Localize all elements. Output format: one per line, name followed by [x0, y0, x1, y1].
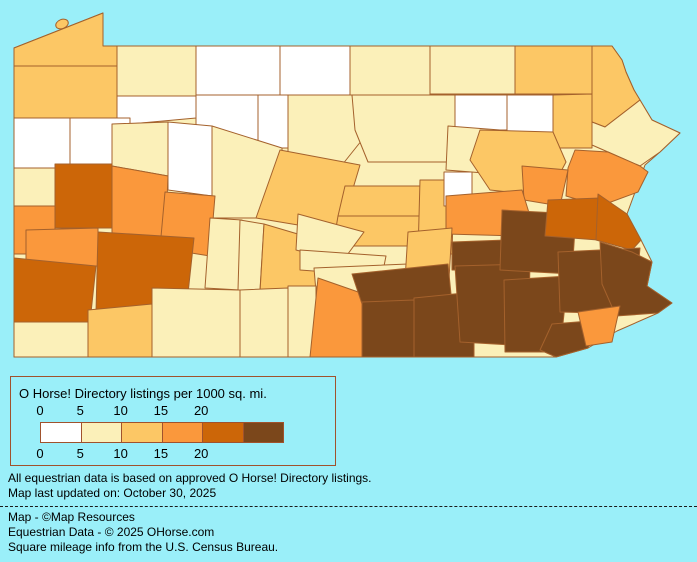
county-shape [54, 163, 113, 229]
county-shape [544, 197, 601, 241]
legend-color-cell [121, 423, 162, 442]
legend-color-cell [80, 423, 121, 442]
footnote-last-updated: Map last updated on: October 30, 2025 [8, 486, 217, 500]
county-shape [195, 45, 281, 96]
pennsylvania-map [13, 12, 681, 358]
county-shape [204, 217, 243, 291]
county-shape [591, 99, 681, 167]
credit-equestrian-data: Equestrian Data - © 2025 OHorse.com [8, 525, 215, 539]
county-shape [116, 45, 197, 97]
county-shape [599, 241, 673, 317]
county-shape [429, 45, 516, 95]
county-shape [167, 121, 213, 197]
dashed-divider [0, 506, 697, 507]
legend-ticks-top: 0 5 10 15 20 [11, 403, 335, 418]
credit-map: Map - ©Map Resources [8, 510, 135, 524]
legend-color-cell [41, 423, 81, 442]
legend-tick-label: 0 [36, 403, 44, 418]
county-shape [279, 45, 351, 96]
county-shape [552, 93, 593, 149]
county-shape [239, 287, 289, 358]
county-shape [237, 219, 265, 291]
county-shape [595, 193, 642, 251]
legend-color-cell [161, 423, 202, 442]
legend-tick-label: 5 [76, 403, 84, 418]
legend-title: O Horse! Directory listings per 1000 sq.… [19, 386, 267, 401]
county-shape [349, 45, 431, 96]
presque-isle-peninsula [55, 18, 69, 30]
legend-tick-label: 20 [193, 446, 209, 461]
county-shape [577, 305, 621, 347]
county-shape [87, 303, 153, 358]
legend-color-cell [202, 423, 243, 442]
county-shape [514, 45, 593, 95]
credit-square-mileage: Square mileage info from the U.S. Census… [8, 540, 279, 554]
legend-box: O Horse! Directory listings per 1000 sq.… [10, 376, 336, 466]
county-shape [351, 94, 456, 163]
legend-tick-label: 0 [36, 446, 44, 461]
county-shape [13, 321, 89, 358]
county-shape [454, 94, 508, 131]
county-shape [151, 287, 241, 358]
county-shape [506, 94, 554, 133]
county-shape [287, 94, 363, 166]
legend-tick-label: 10 [113, 446, 128, 461]
legend-ticks-bottom: 0 5 10 15 20 [11, 446, 335, 461]
county-shape [13, 257, 97, 323]
legend-color-bar [40, 422, 284, 443]
legend-tick-label: 20 [193, 403, 209, 418]
county-shape [13, 167, 56, 207]
county-shape [257, 94, 289, 149]
legend-color-cell [242, 423, 283, 442]
county-shape [13, 65, 118, 119]
legend-tick-label: 5 [76, 446, 84, 461]
legend-tick-label: 15 [153, 446, 169, 461]
county-shape [361, 299, 415, 358]
footnote-data-source: All equestrian data is based on approved… [8, 471, 372, 485]
legend-tick-label: 15 [153, 403, 169, 418]
county-shape [13, 117, 71, 169]
county-shape [565, 149, 649, 207]
county-shape [337, 185, 423, 217]
legend-tick-label: 10 [113, 403, 128, 418]
